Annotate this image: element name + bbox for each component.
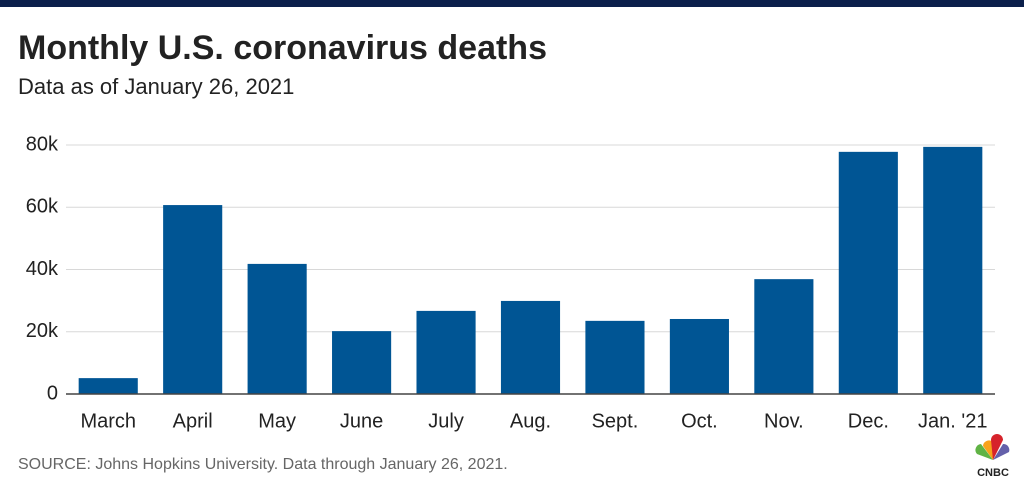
logo-feather — [991, 434, 1003, 460]
bar — [923, 146, 983, 394]
bar — [669, 318, 729, 394]
x-tick-label: Sept. — [592, 410, 639, 432]
y-tick-label: 60k — [26, 196, 59, 218]
x-tick-label: Nov. — [764, 410, 804, 432]
bar — [500, 300, 561, 394]
top-band — [0, 0, 1024, 7]
bar — [78, 378, 138, 394]
x-tick-label: Aug. — [510, 410, 551, 432]
chart-title: Monthly U.S. coronavirus deaths — [18, 29, 547, 67]
y-tick-label: 40k — [26, 258, 59, 280]
bar — [838, 151, 898, 394]
y-tick-label: 0 — [47, 382, 58, 404]
x-tick-label: April — [173, 410, 213, 432]
bar — [332, 331, 392, 394]
bar — [416, 310, 476, 394]
bar — [754, 279, 814, 394]
y-tick-label: 80k — [26, 133, 59, 155]
x-tick-label: Jan. '21 — [918, 410, 987, 432]
logo-feather — [975, 444, 993, 460]
x-tick-label: March — [80, 410, 136, 432]
chart-subtitle: Data as of January 26, 2021 — [18, 74, 294, 99]
bar — [585, 320, 645, 394]
x-tick-label: Dec. — [848, 410, 889, 432]
logo-feather — [983, 440, 993, 460]
x-tick-label: June — [340, 410, 383, 432]
x-tick-label: May — [258, 410, 296, 432]
logo-feather — [993, 443, 1010, 460]
bar — [163, 205, 223, 394]
x-tick-label: July — [428, 410, 464, 432]
logo-text: CNBC — [977, 467, 1009, 479]
y-tick-label: 20k — [26, 320, 59, 342]
bar — [247, 263, 307, 394]
x-tick-label: Oct. — [681, 410, 718, 432]
logo: CNBC — [975, 434, 1010, 479]
source: SOURCE: Johns Hopkins University. Data t… — [18, 456, 508, 473]
